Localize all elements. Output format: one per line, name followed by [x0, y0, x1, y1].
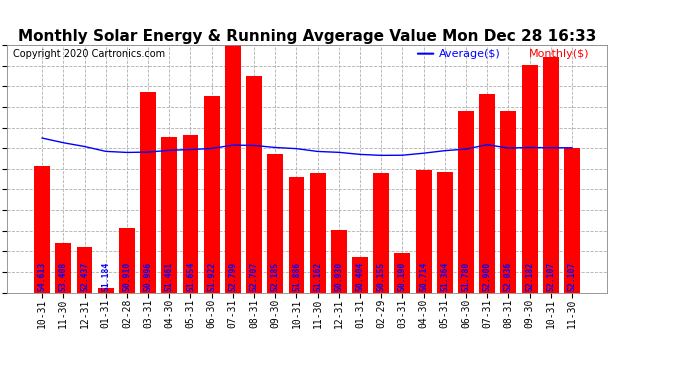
Text: 50.930: 50.930 [335, 262, 344, 291]
Text: 53.408: 53.408 [59, 262, 68, 291]
Text: 51.364: 51.364 [440, 262, 449, 291]
Bar [500, 111, 516, 292]
Bar [119, 228, 135, 292]
Bar [77, 247, 92, 292]
Bar [564, 148, 580, 292]
Bar [352, 257, 368, 292]
Title: Monthly Solar Energy & Running Avgerage Value Mon Dec 28 16:33: Monthly Solar Energy & Running Avgerage … [18, 29, 596, 44]
Text: 51.184: 51.184 [101, 262, 110, 291]
Text: 52.107: 52.107 [567, 262, 576, 291]
Text: 51.162: 51.162 [313, 262, 322, 291]
Bar [288, 177, 304, 292]
Bar [522, 64, 538, 292]
Text: 54.613: 54.613 [38, 262, 47, 291]
Text: 51.780: 51.780 [462, 262, 471, 291]
Text: 52.799: 52.799 [228, 262, 237, 291]
Text: Monthly($): Monthly($) [529, 49, 590, 59]
Text: 51.654: 51.654 [186, 262, 195, 291]
Text: 52.900: 52.900 [483, 262, 492, 291]
Text: 52.036: 52.036 [504, 262, 513, 291]
Text: 52.182: 52.182 [525, 262, 534, 291]
Bar [480, 94, 495, 292]
Bar [458, 111, 474, 292]
Bar [204, 96, 219, 292]
Text: 51.461: 51.461 [165, 262, 174, 291]
Text: 52.707: 52.707 [250, 262, 259, 291]
Bar [246, 76, 262, 292]
Text: 50.404: 50.404 [355, 262, 364, 291]
Text: 50.155: 50.155 [377, 262, 386, 291]
Bar [437, 171, 453, 292]
Text: 52.185: 52.185 [270, 262, 279, 291]
Bar [543, 57, 559, 292]
Bar [331, 230, 347, 292]
Bar [415, 170, 431, 292]
Bar [267, 154, 283, 292]
Bar [395, 253, 411, 292]
Text: 50.714: 50.714 [419, 262, 428, 291]
Bar [55, 243, 71, 292]
Text: 50.190: 50.190 [398, 262, 407, 291]
Bar [183, 135, 199, 292]
Text: 52.107: 52.107 [546, 262, 555, 291]
Bar [310, 174, 326, 292]
Text: Average($): Average($) [439, 49, 501, 59]
Text: Copyright 2020 Cartronics.com: Copyright 2020 Cartronics.com [13, 49, 165, 59]
Text: 52.437: 52.437 [80, 262, 89, 291]
Bar [98, 288, 114, 292]
Bar [225, 43, 241, 292]
Text: 51.922: 51.922 [207, 262, 216, 291]
Bar [34, 166, 50, 292]
Text: 50.910: 50.910 [122, 262, 131, 291]
Bar [373, 174, 389, 292]
Text: 51.886: 51.886 [292, 262, 301, 291]
Bar [140, 92, 156, 292]
Bar [161, 136, 177, 292]
Text: 50.996: 50.996 [144, 262, 152, 291]
